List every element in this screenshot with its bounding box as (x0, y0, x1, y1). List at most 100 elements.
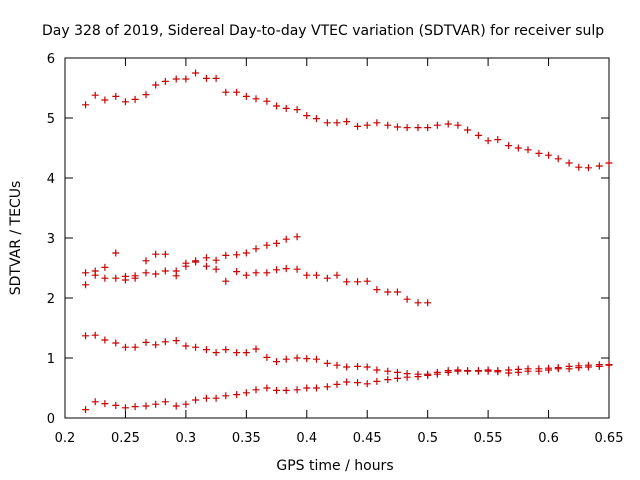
data-point (333, 119, 341, 127)
data-point (584, 361, 592, 369)
data-point (121, 404, 129, 412)
data-point (464, 126, 472, 134)
data-point (282, 386, 290, 394)
data-point (121, 343, 129, 351)
x-tick-label: 0.5 (417, 431, 438, 446)
data-point (142, 91, 150, 99)
data-point (293, 233, 301, 241)
data-point (575, 163, 583, 171)
data-point (384, 121, 392, 129)
data-point (282, 265, 290, 273)
data-point (333, 380, 341, 388)
data-point (414, 124, 422, 132)
x-tick-label: 0.45 (353, 431, 382, 446)
data-point (101, 400, 109, 408)
data-point (263, 353, 271, 361)
data-point (414, 373, 422, 381)
data-point (202, 346, 210, 354)
data-point (393, 288, 401, 296)
data-point (131, 95, 139, 103)
y-axis-ticks (65, 57, 609, 419)
data-point (433, 370, 441, 378)
series-track-5 (82, 361, 613, 414)
data-point (222, 392, 230, 400)
data-point (91, 398, 99, 406)
data-point (303, 271, 311, 279)
data-point (161, 77, 169, 85)
data-point (312, 271, 320, 279)
data-point (152, 270, 160, 278)
data-point (333, 361, 341, 369)
data-point (82, 269, 90, 277)
data-point (152, 81, 160, 89)
data-point (354, 362, 362, 370)
data-point (595, 162, 603, 170)
x-axis-title: GPS time / hours (276, 458, 393, 474)
x-axis-tick-labels: 0.2 0.25 0.3 0.35 0.4 0.45 0.5 0.55 0.6 0.65 (55, 431, 624, 446)
data-point (303, 112, 311, 120)
data-point (242, 389, 250, 397)
data-point (273, 102, 281, 110)
data-point (494, 136, 502, 144)
data-point (112, 274, 120, 282)
data-point (323, 119, 331, 127)
y-tick-label: 0 (47, 412, 55, 427)
data-point (524, 146, 532, 154)
data-point (384, 376, 392, 384)
data-point (152, 250, 160, 258)
data-point (373, 119, 381, 127)
data-point (273, 266, 281, 274)
data-point (212, 74, 220, 82)
data-point (282, 235, 290, 243)
data-point (605, 159, 613, 167)
data-point (222, 277, 230, 285)
data-point (242, 92, 250, 100)
data-point (202, 74, 210, 82)
data-point (252, 345, 260, 353)
data-point (282, 355, 290, 363)
data-point (514, 365, 522, 373)
data-point (101, 336, 109, 344)
data-point (192, 343, 200, 351)
data-point (212, 349, 220, 357)
data-point (424, 124, 432, 132)
data-point (142, 269, 150, 277)
data-point (212, 265, 220, 273)
data-point (393, 368, 401, 376)
data-point (82, 281, 90, 289)
data-point (192, 69, 200, 77)
chart-title: Day 328 of 2019, Sidereal Day-to-day VTE… (42, 23, 604, 39)
data-point (142, 338, 150, 346)
data-point (554, 155, 562, 163)
data-point (373, 366, 381, 374)
data-point (403, 124, 411, 132)
data-point (403, 373, 411, 381)
y-tick-label: 5 (47, 112, 55, 127)
data-point (192, 258, 200, 266)
data-point (474, 367, 482, 375)
data-point (323, 274, 331, 282)
data-point (303, 384, 311, 392)
x-tick-label: 0.25 (111, 431, 140, 446)
data-point (343, 378, 351, 386)
y-tick-label: 2 (47, 292, 55, 307)
y-tick-label: 1 (47, 352, 55, 367)
data-point (131, 343, 139, 351)
data-point (575, 362, 583, 370)
data-point (172, 402, 180, 410)
y-axis-tick-labels: 0 1 2 3 4 5 6 (47, 52, 55, 427)
y-tick-label: 4 (47, 172, 55, 187)
x-tick-label: 0.6 (538, 431, 559, 446)
data-point (444, 368, 452, 376)
data-point (312, 115, 320, 123)
data-point (112, 249, 120, 257)
data-point (82, 332, 90, 340)
data-point (343, 118, 351, 126)
data-point (474, 131, 482, 139)
data-point (293, 354, 301, 362)
data-point (505, 366, 513, 374)
data-point (373, 286, 381, 294)
data-point (212, 394, 220, 402)
data-point (222, 88, 230, 96)
data-point (505, 142, 513, 150)
